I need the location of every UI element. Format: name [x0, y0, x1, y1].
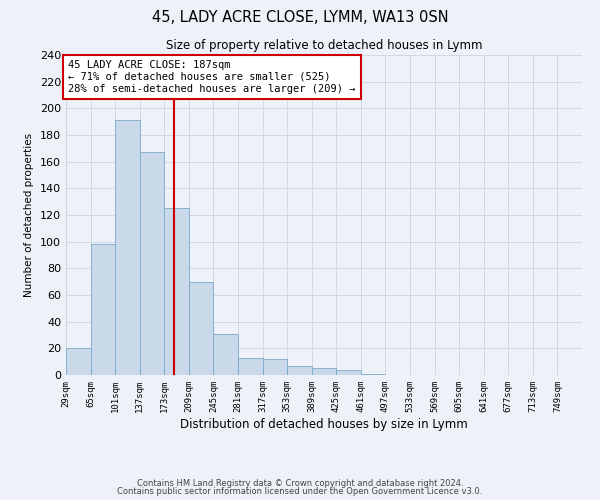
Bar	[115, 120, 140, 375]
Bar	[189, 282, 214, 375]
Text: Contains public sector information licensed under the Open Government Licence v3: Contains public sector information licen…	[118, 487, 482, 496]
Bar	[336, 370, 361, 375]
Bar	[140, 152, 164, 375]
Bar	[287, 366, 312, 375]
Text: Contains HM Land Registry data © Crown copyright and database right 2024.: Contains HM Land Registry data © Crown c…	[137, 478, 463, 488]
Bar	[66, 348, 91, 375]
Bar	[238, 358, 263, 375]
Bar	[91, 244, 115, 375]
Y-axis label: Number of detached properties: Number of detached properties	[25, 133, 34, 297]
Bar	[164, 208, 189, 375]
Bar	[214, 334, 238, 375]
Title: Size of property relative to detached houses in Lymm: Size of property relative to detached ho…	[166, 40, 482, 52]
Text: 45 LADY ACRE CLOSE: 187sqm
← 71% of detached houses are smaller (525)
28% of sem: 45 LADY ACRE CLOSE: 187sqm ← 71% of deta…	[68, 60, 356, 94]
Bar	[263, 359, 287, 375]
X-axis label: Distribution of detached houses by size in Lymm: Distribution of detached houses by size …	[180, 418, 468, 430]
Text: 45, LADY ACRE CLOSE, LYMM, WA13 0SN: 45, LADY ACRE CLOSE, LYMM, WA13 0SN	[152, 10, 448, 25]
Bar	[361, 374, 385, 375]
Bar	[312, 368, 336, 375]
